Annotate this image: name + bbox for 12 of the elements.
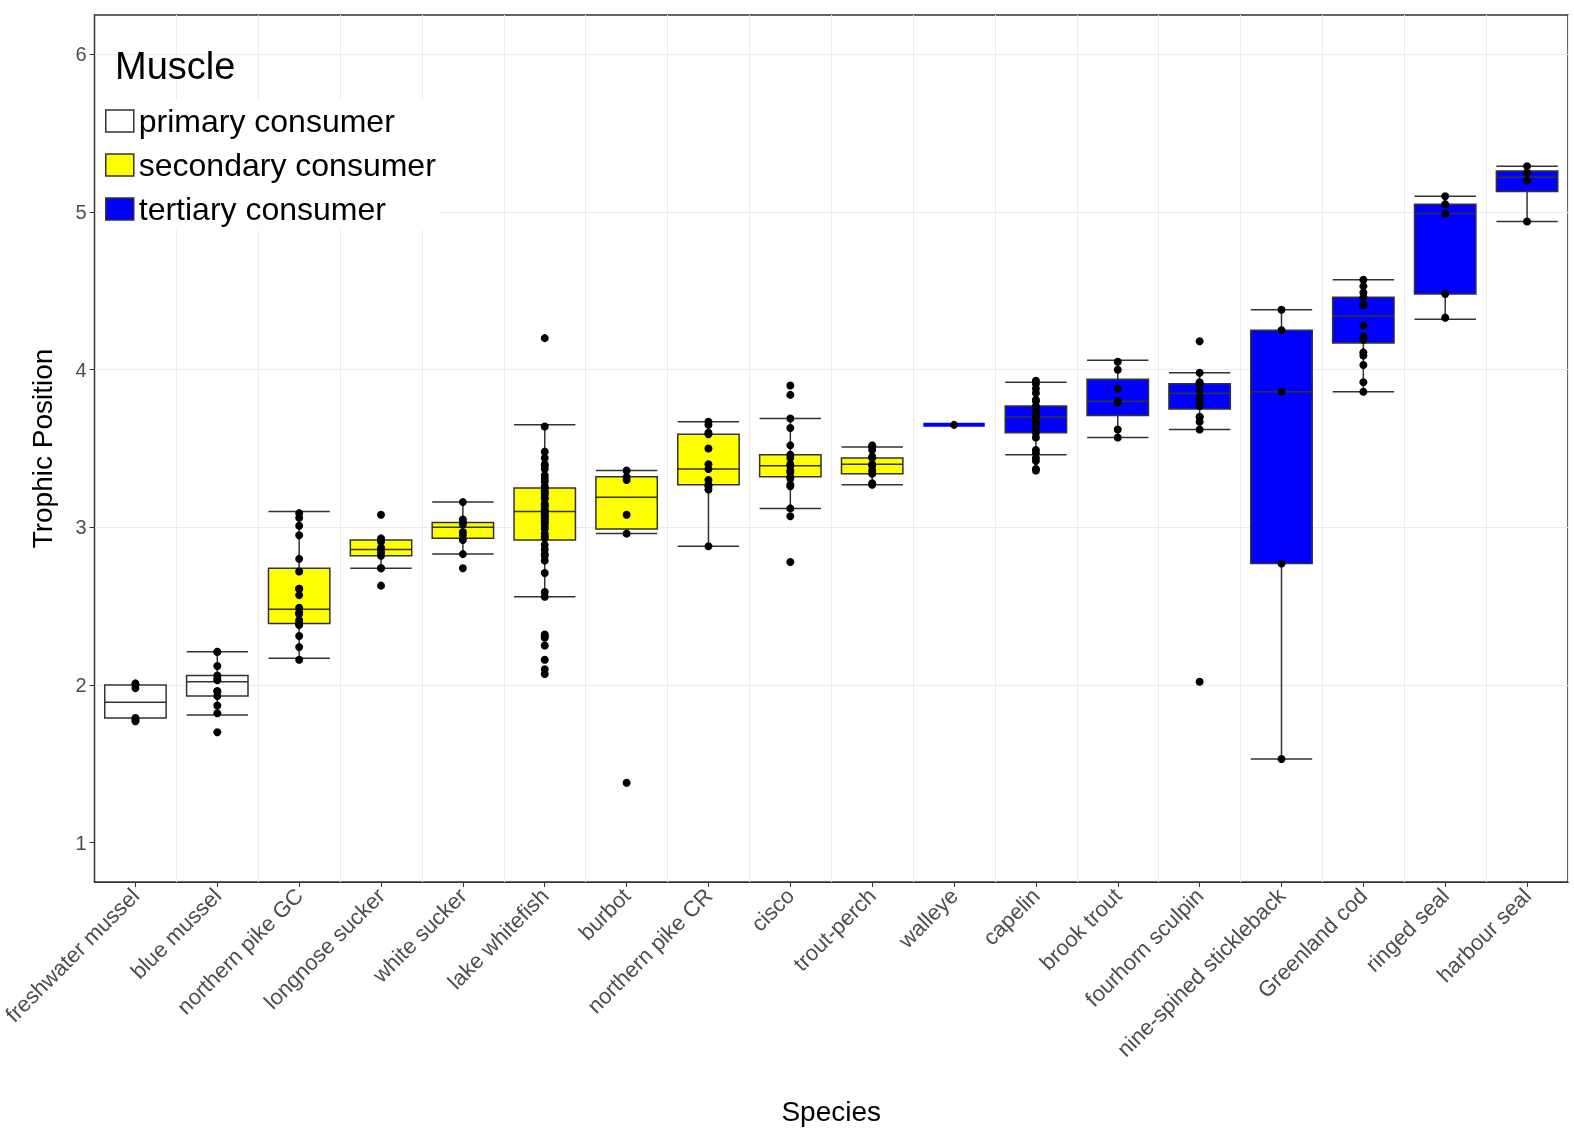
y-tick-label: 5 [75, 201, 87, 224]
legend-title: Muscle [115, 45, 236, 87]
legend-label: primary consumer [138, 103, 396, 139]
legend-label: tertiary consumer [138, 191, 387, 227]
y-tick-label: 2 [75, 673, 87, 696]
y-tick-label: 4 [75, 358, 87, 381]
y-tick-label: 3 [75, 516, 87, 539]
y-axis-title: Trophic Position [27, 348, 59, 549]
legend-label: secondary consumer [138, 147, 437, 183]
y-tick-label: 6 [75, 43, 87, 66]
y-tick-label: 1 [75, 831, 87, 854]
x-axis-title: Species [781, 1095, 882, 1127]
